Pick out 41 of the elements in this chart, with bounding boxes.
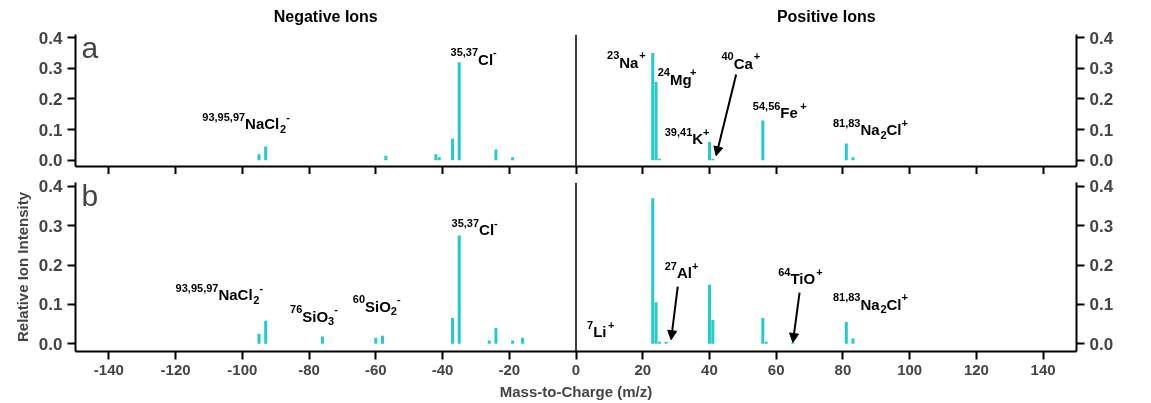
x-tick-label: 140 bbox=[1030, 360, 1056, 378]
y2-tick-label: 0.1 bbox=[1089, 120, 1114, 140]
y2-tick-label: 0.0 bbox=[1089, 151, 1114, 171]
y2-tick-label: 0.2 bbox=[1089, 89, 1114, 109]
x-tick-label: -80 bbox=[298, 360, 320, 378]
y-tick-label: 0.3 bbox=[38, 59, 63, 79]
chart-title: b bbox=[81, 178, 99, 212]
x-tick-label: 20 bbox=[634, 360, 652, 378]
y2-tick-label: 0.4 bbox=[1089, 177, 1114, 197]
y-tick-label: 0.1 bbox=[38, 295, 63, 315]
text: Positive Ions bbox=[776, 7, 876, 25]
text: Negative Ions bbox=[273, 7, 378, 25]
y2-tick-label: 0.0 bbox=[1089, 334, 1114, 354]
x-tick-label: -140 bbox=[93, 360, 124, 378]
x-tick-label: -40 bbox=[431, 360, 454, 378]
y-tick-label: 0.0 bbox=[38, 151, 63, 171]
y-tick-label: 0.4 bbox=[38, 28, 64, 48]
y-axis-title: Relative Ion Intensity bbox=[13, 191, 31, 343]
y-tick-label: 0.3 bbox=[38, 216, 63, 236]
x-tick-label: 0 bbox=[571, 360, 581, 378]
y2-tick-label: 0.4 bbox=[1089, 28, 1114, 48]
y-tick-label: 0.0 bbox=[38, 334, 63, 354]
x-tick-label: -100 bbox=[227, 360, 258, 378]
x-tick-label: -20 bbox=[498, 360, 521, 378]
x-tick-label: 60 bbox=[767, 360, 785, 378]
x-axis-title: Mass-to-Charge (m/z) bbox=[499, 382, 653, 400]
y2-tick-label: 0.1 bbox=[1089, 295, 1114, 315]
y-tick-label: 0.4 bbox=[38, 177, 64, 197]
y2-tick-label: 0.3 bbox=[1089, 216, 1114, 236]
x-tick-label: 120 bbox=[963, 360, 989, 378]
x-tick-label: 40 bbox=[701, 360, 718, 378]
x-tick-label: 80 bbox=[834, 360, 852, 378]
y-tick-label: 0.2 bbox=[38, 256, 63, 276]
chart-title: a bbox=[81, 30, 99, 64]
x-tick-label: -120 bbox=[160, 360, 191, 378]
x-tick-label: 100 bbox=[897, 360, 923, 378]
y2-tick-label: 0.3 bbox=[1089, 59, 1114, 79]
x-tick-label: -60 bbox=[364, 360, 387, 378]
y-tick-label: 0.1 bbox=[38, 120, 63, 140]
y-tick-label: 0.2 bbox=[38, 89, 63, 109]
y2-tick-label: 0.2 bbox=[1089, 256, 1114, 276]
